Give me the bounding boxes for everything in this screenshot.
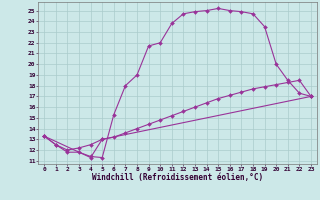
X-axis label: Windchill (Refroidissement éolien,°C): Windchill (Refroidissement éolien,°C) [92, 173, 263, 182]
